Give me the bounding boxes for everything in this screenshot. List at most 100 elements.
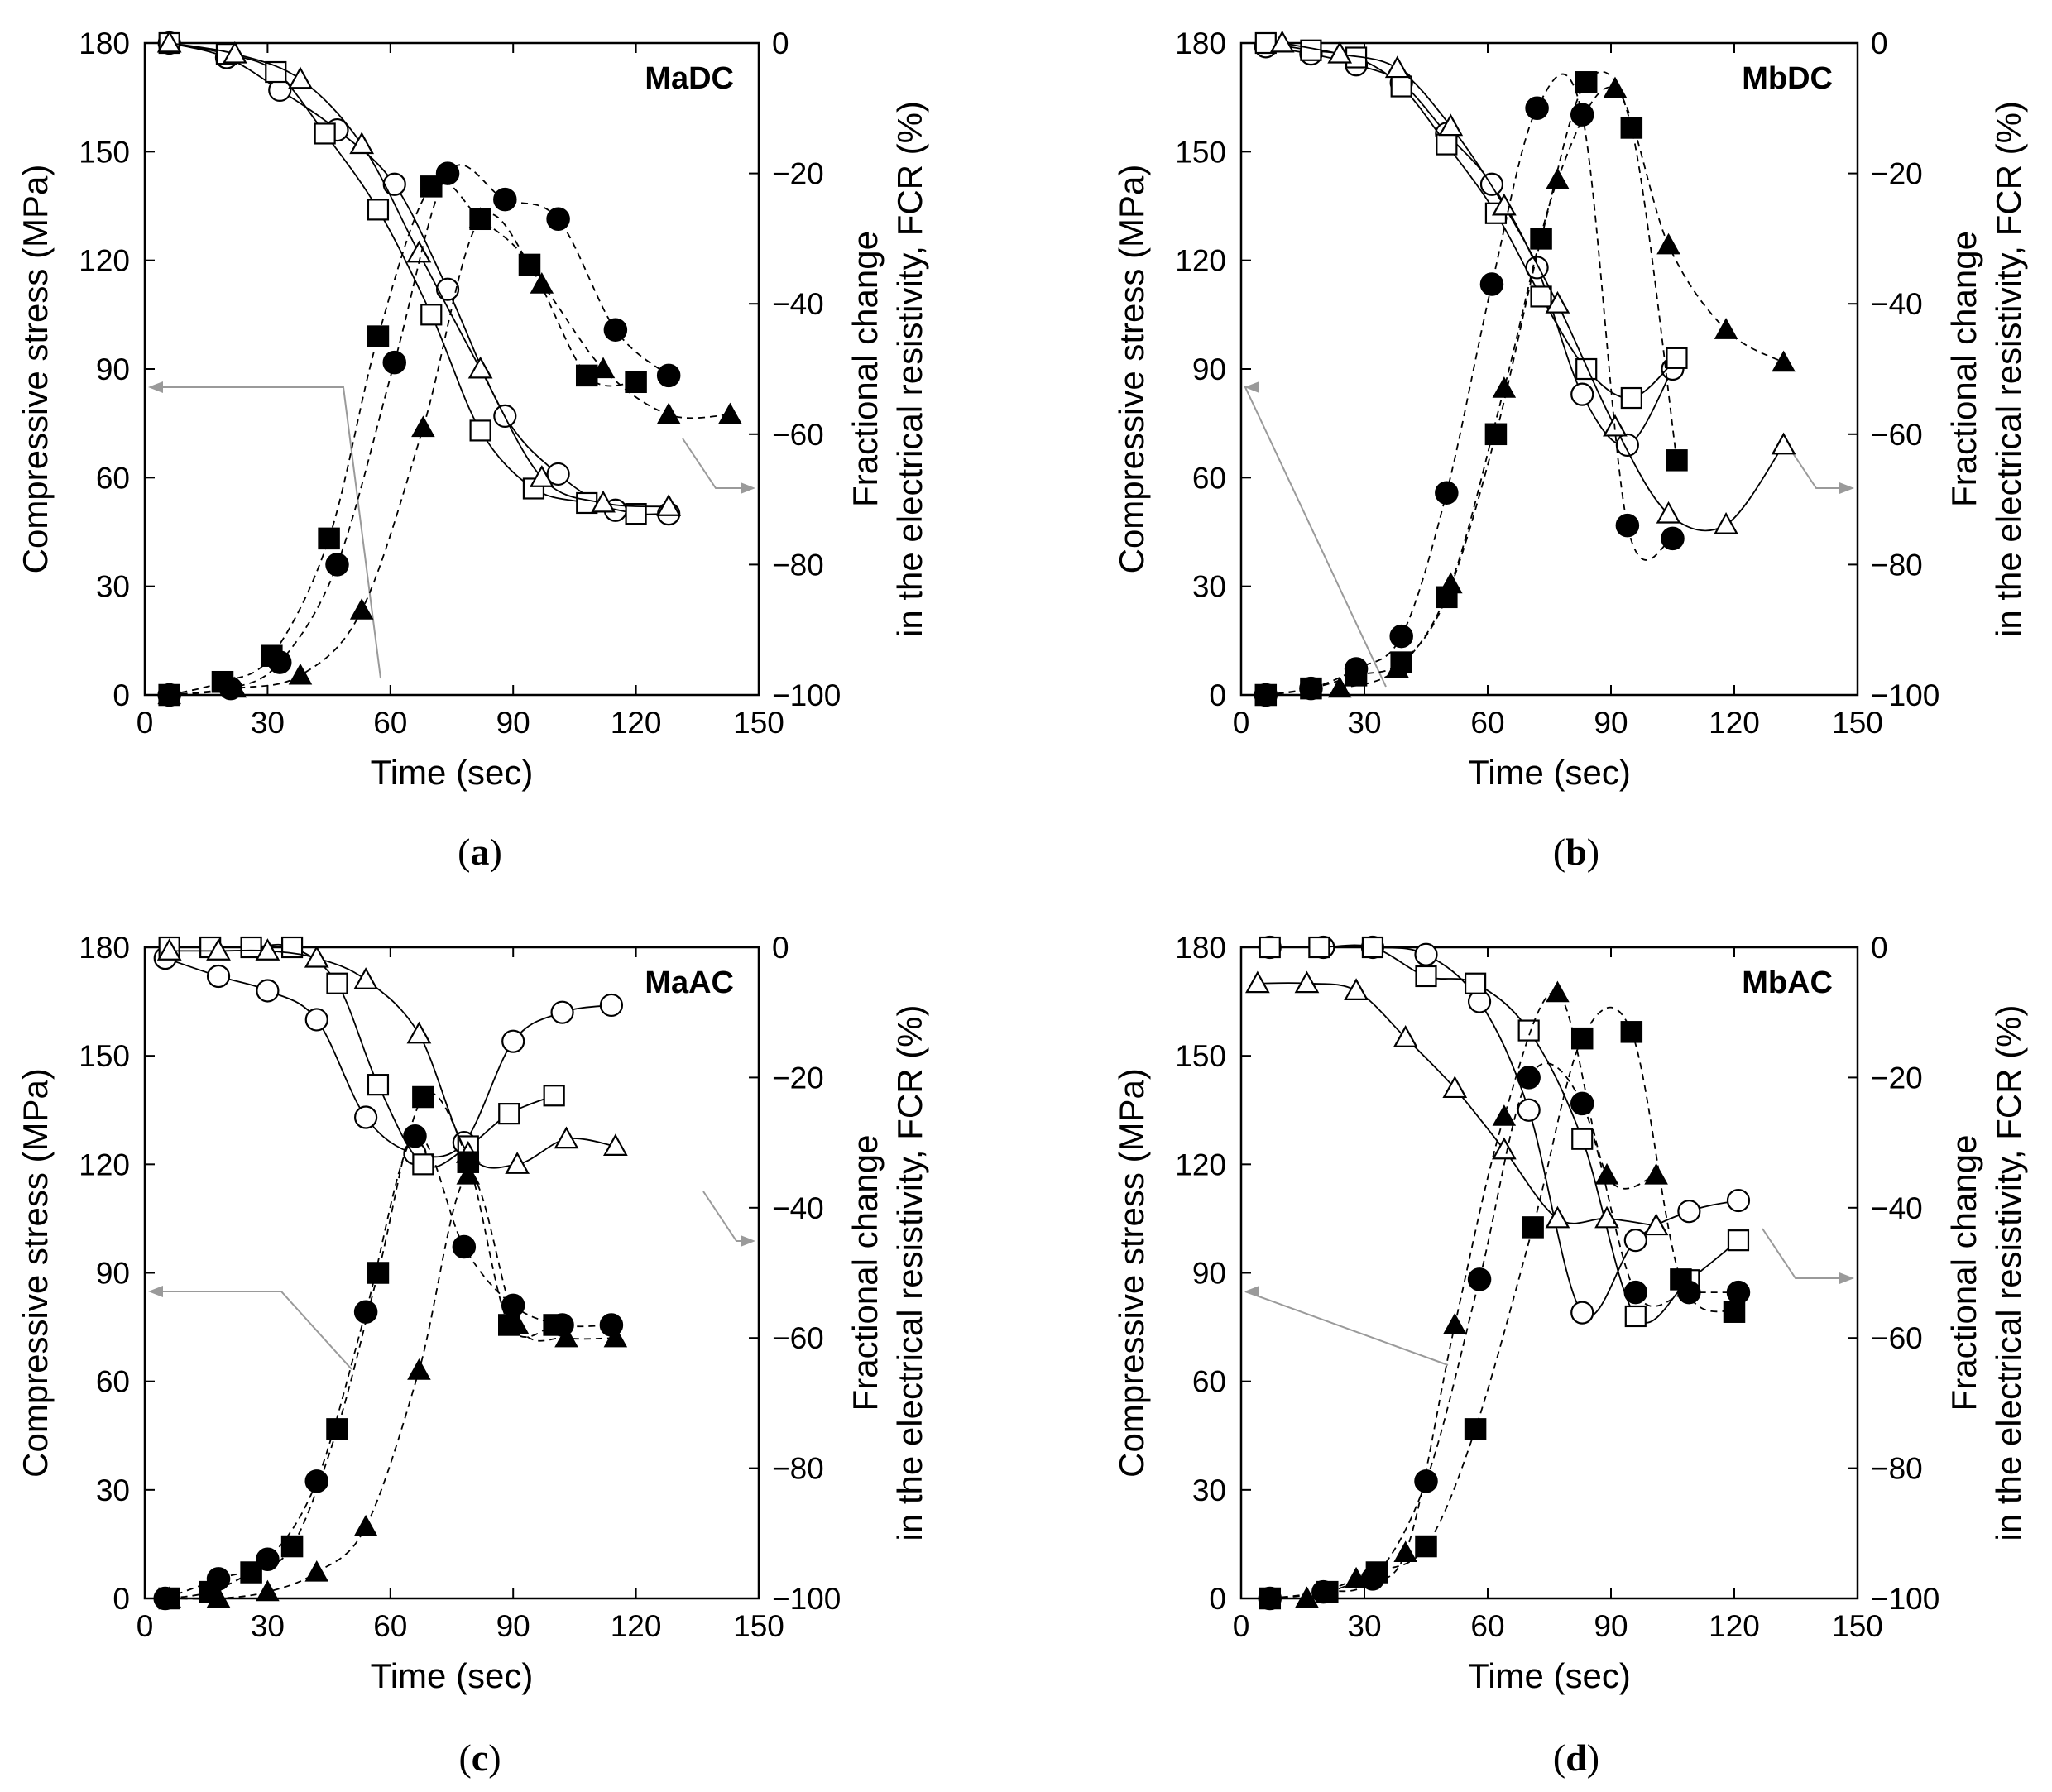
panel-caption-letter: a <box>471 831 490 873</box>
fcr-series-filled-circle <box>153 1124 624 1611</box>
y-tick-label: 0 <box>113 678 130 712</box>
fcr-point <box>505 1312 530 1334</box>
right-axis-pointer-head <box>741 482 755 494</box>
x-tick-label: 30 <box>251 706 285 740</box>
fcr-point <box>543 1314 565 1336</box>
x-tick-label: 60 <box>373 1609 407 1643</box>
fcr-point <box>1570 103 1594 127</box>
stress-point <box>435 277 460 301</box>
x-tick-label: 150 <box>1832 1609 1883 1643</box>
y2-tick-label: −60 <box>1871 418 1923 452</box>
stress-point <box>1244 970 1270 994</box>
stress-line <box>169 949 616 1169</box>
fcr-point <box>501 1293 525 1318</box>
fcr-line <box>1339 86 1785 689</box>
stress-point <box>1327 41 1353 64</box>
panel-caption-letter: b <box>1565 831 1587 873</box>
y-tick-label: 90 <box>96 352 130 386</box>
stress-point <box>367 1074 390 1096</box>
stress-point <box>1361 936 1384 959</box>
y-tick-label: 60 <box>96 1365 130 1399</box>
y-tick-label: 180 <box>1175 931 1226 965</box>
fcr-line <box>1306 991 1656 1599</box>
fcr-point <box>304 1560 329 1582</box>
x-tick-label: 0 <box>1233 1609 1250 1643</box>
right-axis-pointer <box>1762 1228 1846 1279</box>
fcr-point <box>412 1085 434 1109</box>
stress-point <box>625 503 647 525</box>
y2-tick-label: −80 <box>1871 548 1923 582</box>
panel-caption: (b) <box>1553 831 1599 873</box>
fcr-point <box>1546 167 1570 189</box>
fcr-point <box>325 553 349 577</box>
fcr-point <box>452 1234 477 1259</box>
stress-point <box>1727 1229 1750 1252</box>
stress-point <box>1438 113 1464 137</box>
fcr-point <box>1467 1267 1492 1291</box>
chart-panel-a: 0 30 60 90 120 150 0 30 60 90 120 150 180 −100 −80 −60 −… <box>16 26 929 873</box>
fcr-line <box>165 1134 611 1599</box>
stress-point <box>1517 1019 1540 1042</box>
fcr-point <box>1300 677 1322 700</box>
y-tick-label: 60 <box>96 461 130 495</box>
right-axis-pointer-head <box>1839 482 1854 494</box>
y-tick-label: 120 <box>79 1148 130 1181</box>
y2-tick-label: −100 <box>1871 1582 1939 1616</box>
stress-point <box>304 945 329 968</box>
stress-point <box>265 60 287 84</box>
x-tick-label: 90 <box>496 1609 530 1643</box>
fcr-point <box>240 1561 262 1584</box>
y2-tick-label: −20 <box>1871 1061 1923 1095</box>
stress-point <box>420 304 443 326</box>
plot-frame <box>1239 946 1859 1600</box>
stress-point <box>1464 972 1487 994</box>
y-tick-label: 150 <box>79 1039 130 1073</box>
stress-point <box>1393 1025 1418 1047</box>
y2-tick-label: −40 <box>772 1191 824 1225</box>
stress-point <box>599 993 624 1018</box>
fcr-point <box>1254 683 1278 707</box>
fcr-point <box>1670 1268 1692 1291</box>
right-axis-pointer-head <box>741 1235 755 1247</box>
fcr-point <box>718 402 742 424</box>
fcr-point <box>1615 513 1640 538</box>
fcr-point <box>1316 1580 1339 1603</box>
fcr-point <box>1385 656 1410 678</box>
left-axis-pointer <box>156 1291 352 1370</box>
x-tick-label: 0 <box>137 706 154 740</box>
chart-panel-d: 0 30 60 90 120 150 0 30 60 90 120 150 180 −100 −80 −60 −… <box>1112 931 2028 1779</box>
left-axis-pointer-head <box>148 381 163 393</box>
x-tick-label: 120 <box>611 1609 662 1643</box>
fcr-point <box>625 371 647 394</box>
stress-point <box>1643 1213 1669 1236</box>
stress-point <box>1414 942 1438 966</box>
y2-axis-label-line2: in the electrical resistivity, FCR (%) <box>890 101 929 637</box>
fcr-point <box>326 1418 348 1440</box>
x-tick-label: 90 <box>1594 706 1628 740</box>
fcr-point <box>546 207 570 232</box>
fcr-point <box>1772 350 1796 372</box>
stress-point <box>222 41 247 64</box>
x-tick-label: 30 <box>1347 1609 1381 1643</box>
y-tick-label: 150 <box>1175 1039 1226 1073</box>
fcr-point <box>157 683 181 705</box>
stress-line <box>169 42 669 515</box>
fcr-series-filled-triangle <box>157 1162 628 1608</box>
y2-tick-label: −100 <box>1871 678 1939 712</box>
fcr-point <box>1570 1091 1594 1116</box>
stress-point <box>326 972 348 994</box>
left-axis-pointer <box>1244 1291 1449 1366</box>
left-axis-pointer-head <box>1244 381 1259 393</box>
right-axis-pointer <box>682 438 747 489</box>
fcr-point <box>1570 1027 1594 1050</box>
stress-line <box>169 42 669 508</box>
y-tick-label: 150 <box>1175 135 1226 169</box>
stress-line <box>1282 42 1785 532</box>
fcr-point <box>1620 1021 1643 1043</box>
panel-title: MaDC <box>645 61 734 96</box>
fcr-point <box>367 1262 390 1284</box>
y-tick-label: 120 <box>79 244 130 278</box>
x-axis-label: Time (sec) <box>1468 753 1631 792</box>
fcr-series-filled-triangle <box>1327 76 1796 698</box>
left-axis-pointer-head <box>148 1286 163 1297</box>
